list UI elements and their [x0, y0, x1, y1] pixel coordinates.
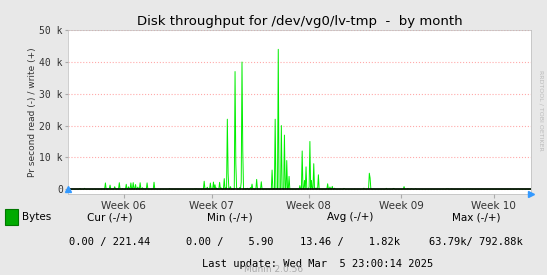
Bar: [5, 209, 18, 225]
Text: Avg (-/+): Avg (-/+): [327, 212, 373, 222]
Text: RRDTOOL / TOBI OETIKER: RRDTOOL / TOBI OETIKER: [538, 70, 543, 150]
Y-axis label: Pr second read (-) / write (+): Pr second read (-) / write (+): [27, 47, 37, 177]
Text: 63.79k/ 792.88k: 63.79k/ 792.88k: [429, 237, 523, 247]
Text: 13.46 /    1.82k: 13.46 / 1.82k: [300, 237, 400, 247]
Text: Max (-/+): Max (-/+): [452, 212, 500, 222]
Text: Last update: Wed Mar  5 23:00:14 2025: Last update: Wed Mar 5 23:00:14 2025: [202, 259, 433, 269]
Text: Min (-/+): Min (-/+): [207, 212, 253, 222]
Text: Cur (-/+): Cur (-/+): [86, 212, 132, 222]
Title: Disk throughput for /dev/vg0/lv-tmp  -  by month: Disk throughput for /dev/vg0/lv-tmp - by…: [137, 15, 462, 28]
Text: 0.00 / 221.44: 0.00 / 221.44: [69, 237, 150, 247]
Text: Bytes: Bytes: [22, 212, 51, 222]
Text: 0.00 /    5.90: 0.00 / 5.90: [186, 237, 274, 247]
Text: Munin 2.0.56: Munin 2.0.56: [244, 265, 303, 274]
